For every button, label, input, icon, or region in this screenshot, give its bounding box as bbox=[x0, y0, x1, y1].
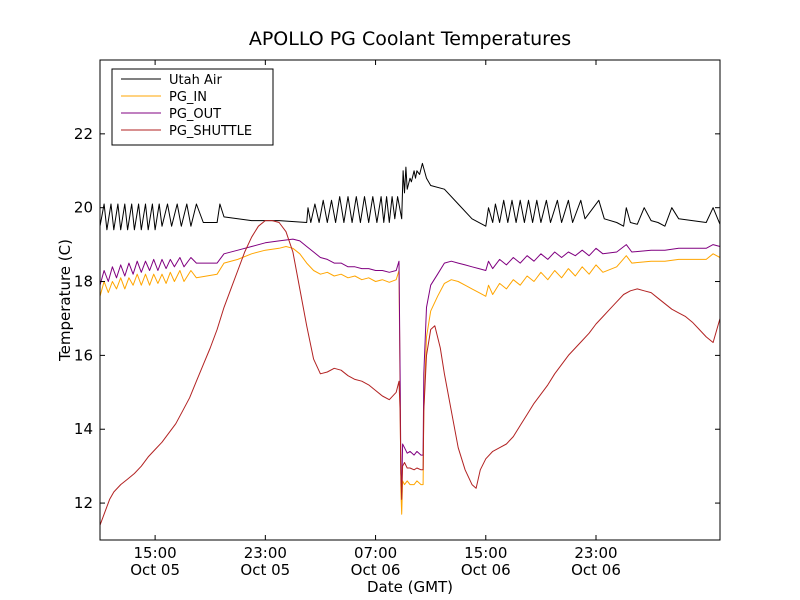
legend-box bbox=[111, 68, 274, 146]
x-tick-label-time: 07:00 bbox=[354, 544, 397, 562]
legend-label-pg-in: PG_IN bbox=[169, 90, 207, 105]
chart-title: APOLLO PG Coolant Temperatures bbox=[249, 28, 571, 50]
y-tick-label: 18 bbox=[74, 273, 93, 291]
y-tick-label: 12 bbox=[74, 494, 93, 512]
y-tick-label: 14 bbox=[74, 420, 93, 438]
x-tick-label-date: Oct 06 bbox=[461, 561, 511, 579]
x-tick-label-date: Oct 05 bbox=[240, 561, 290, 579]
x-tick-label-time: 23:00 bbox=[574, 544, 617, 562]
x-tick-label-date: Oct 06 bbox=[571, 561, 621, 579]
x-tick-label-date: Oct 05 bbox=[130, 561, 180, 579]
y-tick-label: 20 bbox=[74, 199, 93, 217]
series-line-utah-air bbox=[99, 162, 721, 231]
x-tick-label-time: 15:00 bbox=[464, 544, 507, 562]
y-axis-label: Temperature (C) bbox=[56, 239, 74, 362]
legend-label-pg-shuttle: PG_SHUTTLE bbox=[169, 124, 252, 139]
series-line-pg-shuttle bbox=[99, 220, 721, 526]
legend-label-pg-out: PG_OUT bbox=[169, 107, 221, 122]
y-tick-label: 16 bbox=[74, 346, 93, 364]
x-tick-label-time: 23:00 bbox=[244, 544, 287, 562]
y-tick-label: 22 bbox=[74, 125, 93, 143]
x-tick-label-date: Oct 06 bbox=[351, 561, 401, 579]
series-group bbox=[99, 162, 721, 526]
legend-label-utah-air: Utah Air bbox=[169, 73, 222, 88]
plot-frame bbox=[99, 59, 721, 541]
x-tick-label-time: 15:00 bbox=[133, 544, 176, 562]
legend: Utah Air PG_IN PG_OUT PG_SHUTTLE bbox=[111, 68, 274, 146]
x-axis-label: Date (GMT) bbox=[367, 578, 453, 596]
